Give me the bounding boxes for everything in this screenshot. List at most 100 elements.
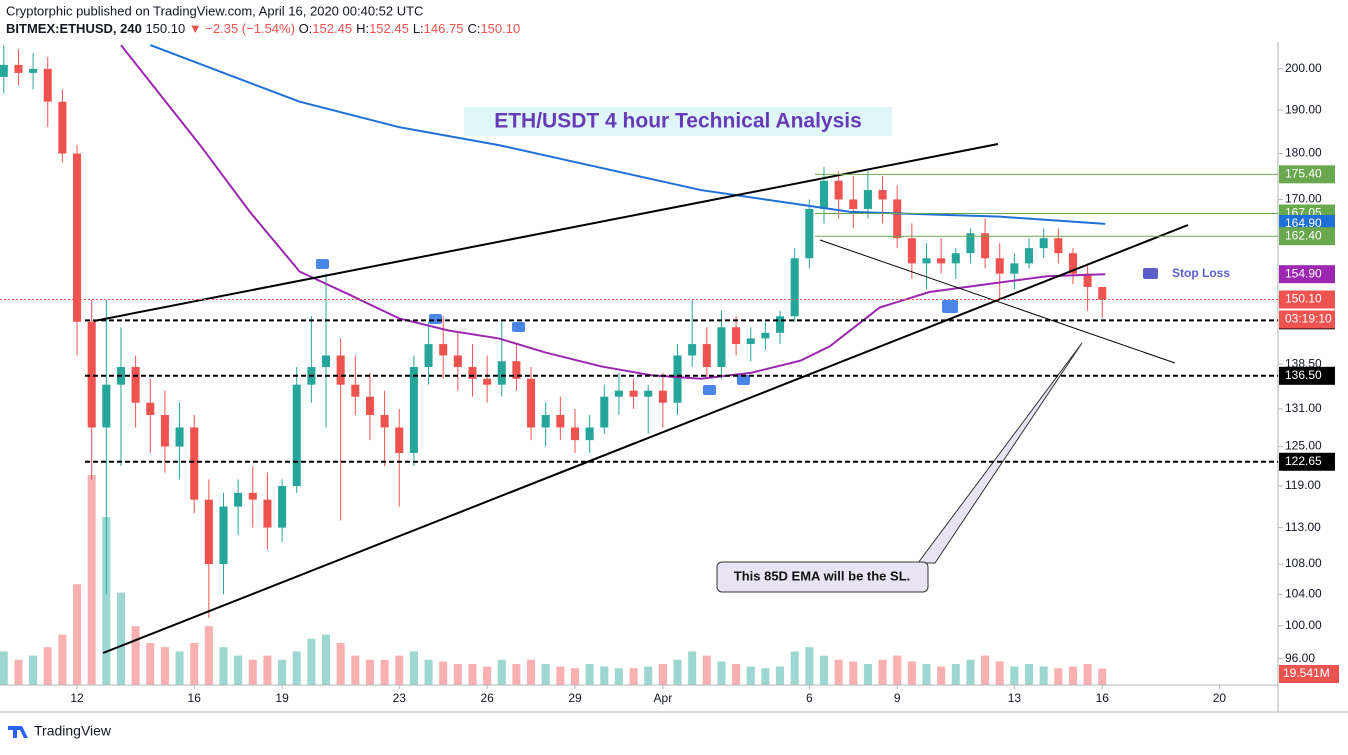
candle-body (87, 321, 96, 428)
candle-body (131, 367, 140, 403)
candle-body (1010, 263, 1019, 274)
volume-bar (614, 668, 623, 685)
level-label: 154.90 (1285, 266, 1322, 280)
logo (8, 726, 28, 738)
candle-body (453, 355, 462, 368)
candle-body (1083, 273, 1092, 288)
y-tick-label: 190.00 (1285, 102, 1322, 116)
volume-bar (570, 668, 580, 685)
volume-bar (585, 664, 594, 685)
footer-brand: TradingView (34, 723, 112, 739)
candle-body (468, 367, 477, 379)
trend-line (93, 143, 999, 322)
moving-average (149, 44, 1106, 225)
volume-bar (1039, 666, 1048, 685)
candle-body (336, 355, 345, 385)
volume-bar (351, 655, 360, 685)
y-tick-label: 100.00 (1285, 618, 1322, 632)
volume-bar (58, 634, 67, 685)
candle-body (483, 378, 492, 385)
volume-bar (453, 664, 462, 685)
level-label-bg (1279, 452, 1335, 471)
y-tick-label: 170.00 (1285, 192, 1322, 206)
volume-bar (219, 647, 228, 685)
annotation: Stop Loss (1172, 266, 1230, 280)
candle-body (937, 258, 946, 264)
volume-bar (263, 655, 272, 685)
candle-body (1039, 238, 1048, 249)
volume-bar (702, 655, 711, 685)
candle-body (790, 258, 799, 317)
candle-body (673, 355, 682, 403)
candle-body (761, 332, 770, 339)
volume-bar (0, 651, 8, 685)
volume-bar (981, 655, 990, 685)
candle-body (849, 199, 858, 209)
candle-body (600, 396, 609, 428)
trend-line (102, 224, 1189, 654)
volume-bar (863, 664, 872, 685)
volume-bar (146, 643, 155, 685)
candle-body (834, 180, 843, 200)
volume-bar (1098, 668, 1107, 685)
volume-bar (995, 661, 1004, 685)
candle-body (160, 415, 169, 447)
level-label-bg (1279, 227, 1335, 246)
candle-body (365, 396, 374, 416)
volume-label-bg (1279, 665, 1339, 683)
candle-body (981, 233, 990, 259)
volume-bar (732, 664, 741, 685)
x-tick-label: 23 (393, 691, 407, 705)
ohlc-value: 152.45 (312, 21, 352, 36)
volume-bar (688, 651, 697, 685)
volume-bar (204, 626, 213, 685)
y-tick-label: 200.00 (1285, 61, 1322, 75)
candle-body (541, 415, 550, 428)
volume-bar (600, 666, 609, 685)
candle-body (380, 415, 389, 428)
moving-average (120, 44, 1106, 380)
y-tick-label: 96.00 (1285, 651, 1315, 665)
volume-bar (380, 659, 389, 685)
candle-body (878, 190, 887, 200)
volume-bar (424, 659, 433, 685)
candle-body (907, 238, 916, 264)
candle-body (234, 492, 243, 507)
volume-bar (746, 666, 755, 685)
candle-body (219, 506, 228, 564)
candle-body (58, 101, 67, 154)
level-label-bg (1279, 165, 1335, 184)
volume-bar (483, 666, 492, 685)
candle-body (73, 153, 82, 322)
volume-bar (29, 655, 38, 685)
volume-bar (966, 659, 975, 685)
ohlc-value: 150.10 (480, 21, 520, 36)
volume-bar (43, 647, 52, 685)
volume-bar (512, 664, 521, 685)
volume-bar (116, 592, 126, 685)
level-label: 175.40 (1285, 166, 1322, 180)
candle-body (732, 327, 741, 345)
candle-body (175, 427, 184, 447)
x-tick-label: 13 (1008, 691, 1022, 705)
level-label: 136.50 (1285, 368, 1322, 382)
candle-body (204, 499, 213, 564)
volume-bar (87, 475, 96, 685)
volume-bar (1024, 664, 1034, 685)
candle-body (863, 190, 872, 209)
level-label: 162.40 (1285, 228, 1322, 242)
candle-body (995, 258, 1004, 274)
x-tick-label: 16 (188, 691, 202, 705)
volume-bar (1083, 664, 1092, 685)
candle-body (614, 390, 623, 397)
y-tick-label: 113.00 (1285, 520, 1321, 534)
candle-body (102, 384, 111, 428)
volume-bar (834, 659, 843, 685)
candle-body (688, 344, 697, 356)
x-tick-label: 19 (275, 691, 289, 705)
candle-body (556, 415, 565, 428)
volume-bar (248, 659, 257, 685)
volume-bar (160, 647, 169, 685)
